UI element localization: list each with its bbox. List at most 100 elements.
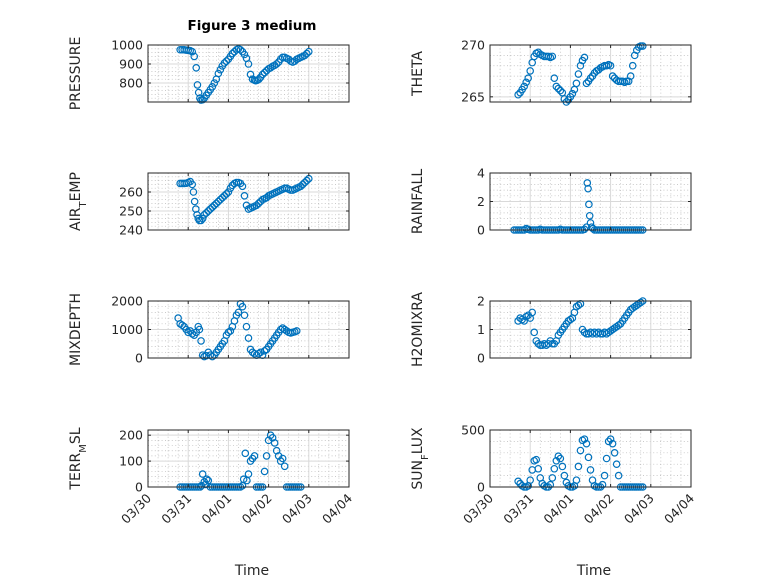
data-point — [216, 195, 225, 204]
y-tick-label: 1000 — [111, 38, 143, 53]
y-tick-label: 260 — [119, 185, 143, 200]
data-point — [178, 321, 186, 330]
axes-frame — [489, 44, 692, 103]
minor-grid — [148, 44, 349, 103]
y-tick-label: 0 — [135, 351, 143, 366]
data-point — [188, 47, 197, 56]
data-point — [202, 209, 211, 217]
x-tick-label: 04/02 — [581, 491, 617, 527]
data-series — [514, 42, 647, 106]
x-tick-label: 04/01 — [540, 491, 576, 527]
data-point — [193, 81, 202, 89]
data-point — [226, 327, 235, 335]
data-point — [206, 205, 215, 213]
data-point — [526, 67, 535, 75]
x-tick-label: 03/31 — [500, 491, 536, 527]
data-point — [598, 480, 607, 489]
data-point — [582, 79, 591, 88]
data-point — [520, 82, 528, 91]
y-axis-label: MIXDEPTH — [68, 293, 84, 366]
x-tick-label: 03/30 — [460, 490, 496, 526]
y-tick-label: 2000 — [111, 294, 143, 309]
subplot-sun_flux: 0 500 SUNFLUX 03/30 03/31 04/01 04/02 04/03 04/0… — [410, 423, 697, 527]
data-point — [260, 347, 269, 355]
data-point — [280, 462, 289, 471]
data-point — [190, 197, 199, 206]
data-point — [586, 74, 595, 82]
data-point — [566, 315, 575, 324]
y-tick-label: 4 — [477, 166, 485, 181]
data-series — [510, 179, 647, 234]
axes-frame — [147, 172, 350, 231]
data-point — [266, 64, 275, 72]
data-point — [602, 454, 611, 463]
data-point — [190, 52, 199, 61]
data-point — [606, 61, 615, 70]
x-tick-label: 04/03 — [621, 491, 657, 527]
data-point — [626, 72, 635, 80]
y-tick-label: 250 — [119, 204, 143, 219]
subplot-theta: 265 270 THETA — [410, 38, 692, 106]
data-point — [610, 448, 619, 457]
data-point — [572, 476, 581, 484]
x-tick-label: 04/03 — [279, 491, 315, 527]
data-point — [234, 308, 243, 317]
data-point — [572, 79, 581, 88]
y-tick-label: 240 — [119, 223, 143, 238]
data-point — [255, 75, 263, 84]
data-point — [304, 47, 313, 56]
data-point — [208, 203, 217, 212]
y-tick-label: 800 — [119, 76, 143, 91]
data-point — [574, 70, 583, 78]
data-point — [526, 476, 535, 484]
data-point — [216, 65, 225, 74]
y-tick-label: 100 — [119, 454, 143, 469]
data-point — [258, 70, 267, 79]
data-series — [176, 174, 313, 225]
data-point — [614, 471, 623, 480]
data-point — [260, 68, 269, 77]
y-tick-label: 265 — [461, 89, 485, 104]
data-point — [210, 79, 219, 87]
data-point — [580, 435, 589, 443]
data-point — [540, 339, 549, 348]
y-tick-label: 0 — [477, 351, 485, 366]
y-axis-label: RAINFALL — [410, 169, 426, 234]
data-point — [582, 439, 591, 448]
data-point — [296, 182, 305, 191]
data-point — [584, 453, 593, 462]
data-point — [246, 70, 255, 79]
data-point — [584, 184, 592, 193]
data-point — [228, 49, 237, 58]
data-point — [195, 325, 204, 334]
data-point — [628, 61, 637, 70]
data-point — [238, 302, 247, 311]
subplot-h2omixra: 0 1 2 H2OMIXRA — [410, 292, 692, 367]
x-tick-label: 04/04 — [661, 490, 697, 526]
data-point — [524, 74, 532, 82]
data-point — [218, 193, 227, 202]
data-point — [210, 201, 219, 210]
y-tick-label: 200 — [119, 428, 143, 443]
data-point — [278, 454, 287, 463]
data-point — [568, 89, 577, 98]
data-series — [174, 300, 301, 361]
data-point — [514, 90, 522, 99]
data-point — [198, 95, 207, 104]
data-point — [580, 225, 589, 234]
axes-frame — [147, 429, 350, 488]
data-point — [548, 52, 557, 61]
y-tick-label: 1000 — [111, 322, 143, 337]
data-point — [222, 57, 231, 65]
y-axis-label: PRESSURE — [68, 37, 84, 111]
data-point — [560, 471, 569, 480]
data-point — [608, 72, 617, 80]
data-point — [580, 53, 589, 62]
data-point — [292, 327, 301, 335]
data-point — [188, 329, 197, 338]
subplot-mixdepth: 0 1000 2000 MIXDEPTH — [68, 293, 350, 366]
data-point — [198, 470, 207, 478]
y-tick-label: 2 — [477, 194, 485, 209]
y-axis-label: SUNFLUX — [410, 427, 431, 490]
